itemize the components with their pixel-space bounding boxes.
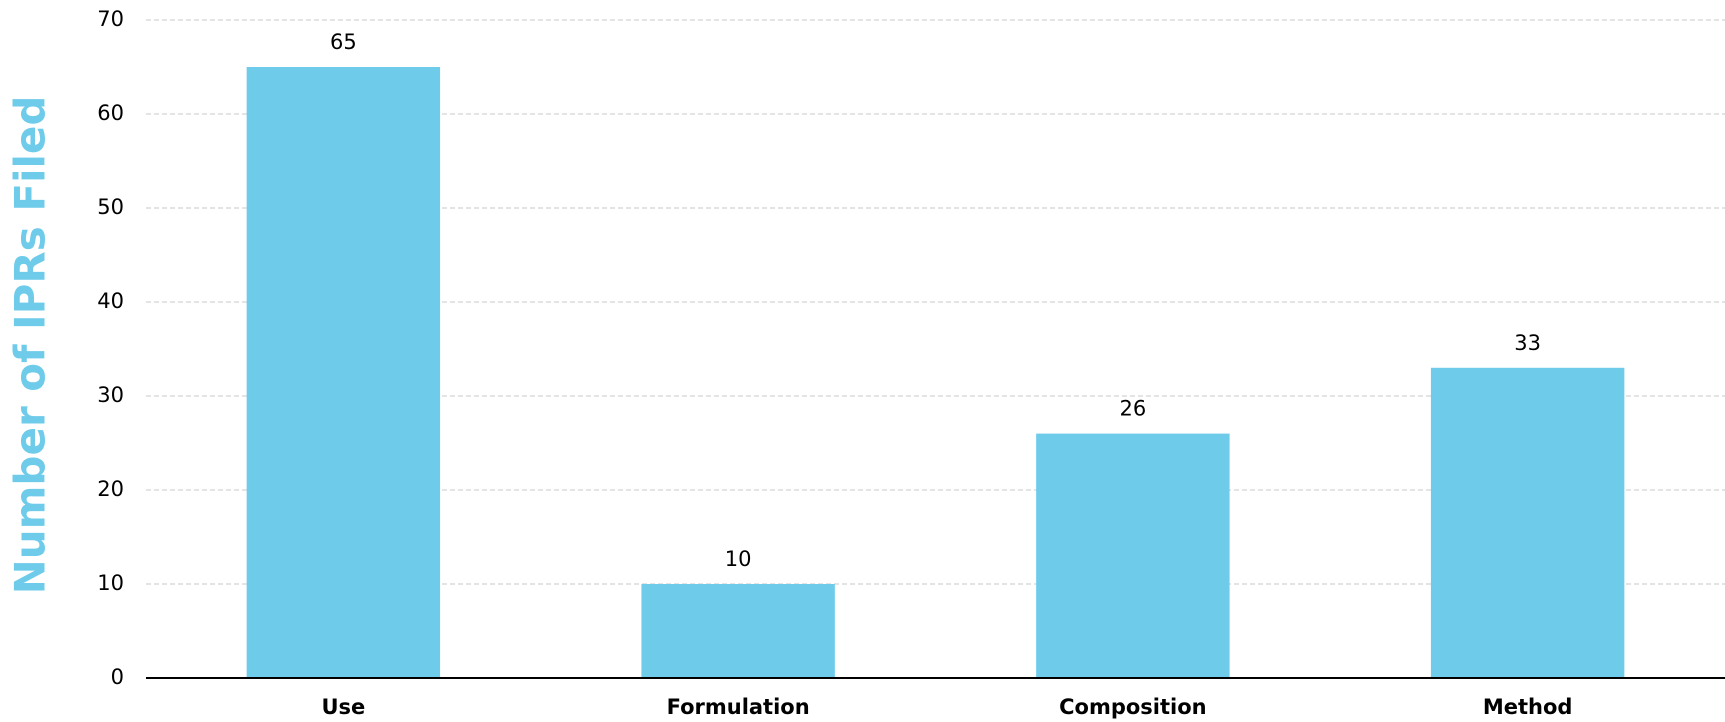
value-label: 33 bbox=[1514, 331, 1541, 355]
bar bbox=[641, 584, 835, 678]
value-label: 10 bbox=[725, 547, 752, 571]
value-label: 26 bbox=[1120, 397, 1147, 421]
y-axis-label: Number of IPRs Filed bbox=[6, 96, 55, 595]
y-tick-label: 40 bbox=[97, 289, 124, 313]
x-tick-label: Composition bbox=[1059, 695, 1207, 719]
bar bbox=[1430, 367, 1625, 678]
bar bbox=[246, 67, 441, 678]
y-tick-label: 30 bbox=[97, 383, 124, 407]
x-tick-label: Method bbox=[1483, 695, 1573, 719]
x-tick-label: Use bbox=[321, 695, 365, 719]
y-tick-label: 50 bbox=[97, 195, 124, 219]
y-tick-label: 0 bbox=[111, 665, 124, 689]
value-label: 65 bbox=[330, 30, 357, 54]
y-tick-label: 60 bbox=[97, 101, 124, 125]
bar bbox=[1036, 433, 1230, 678]
x-tick-label: Formulation bbox=[667, 695, 810, 719]
y-tick-label: 20 bbox=[97, 477, 124, 501]
y-tick-label: 70 bbox=[97, 7, 124, 31]
y-tick-label: 10 bbox=[97, 571, 124, 595]
